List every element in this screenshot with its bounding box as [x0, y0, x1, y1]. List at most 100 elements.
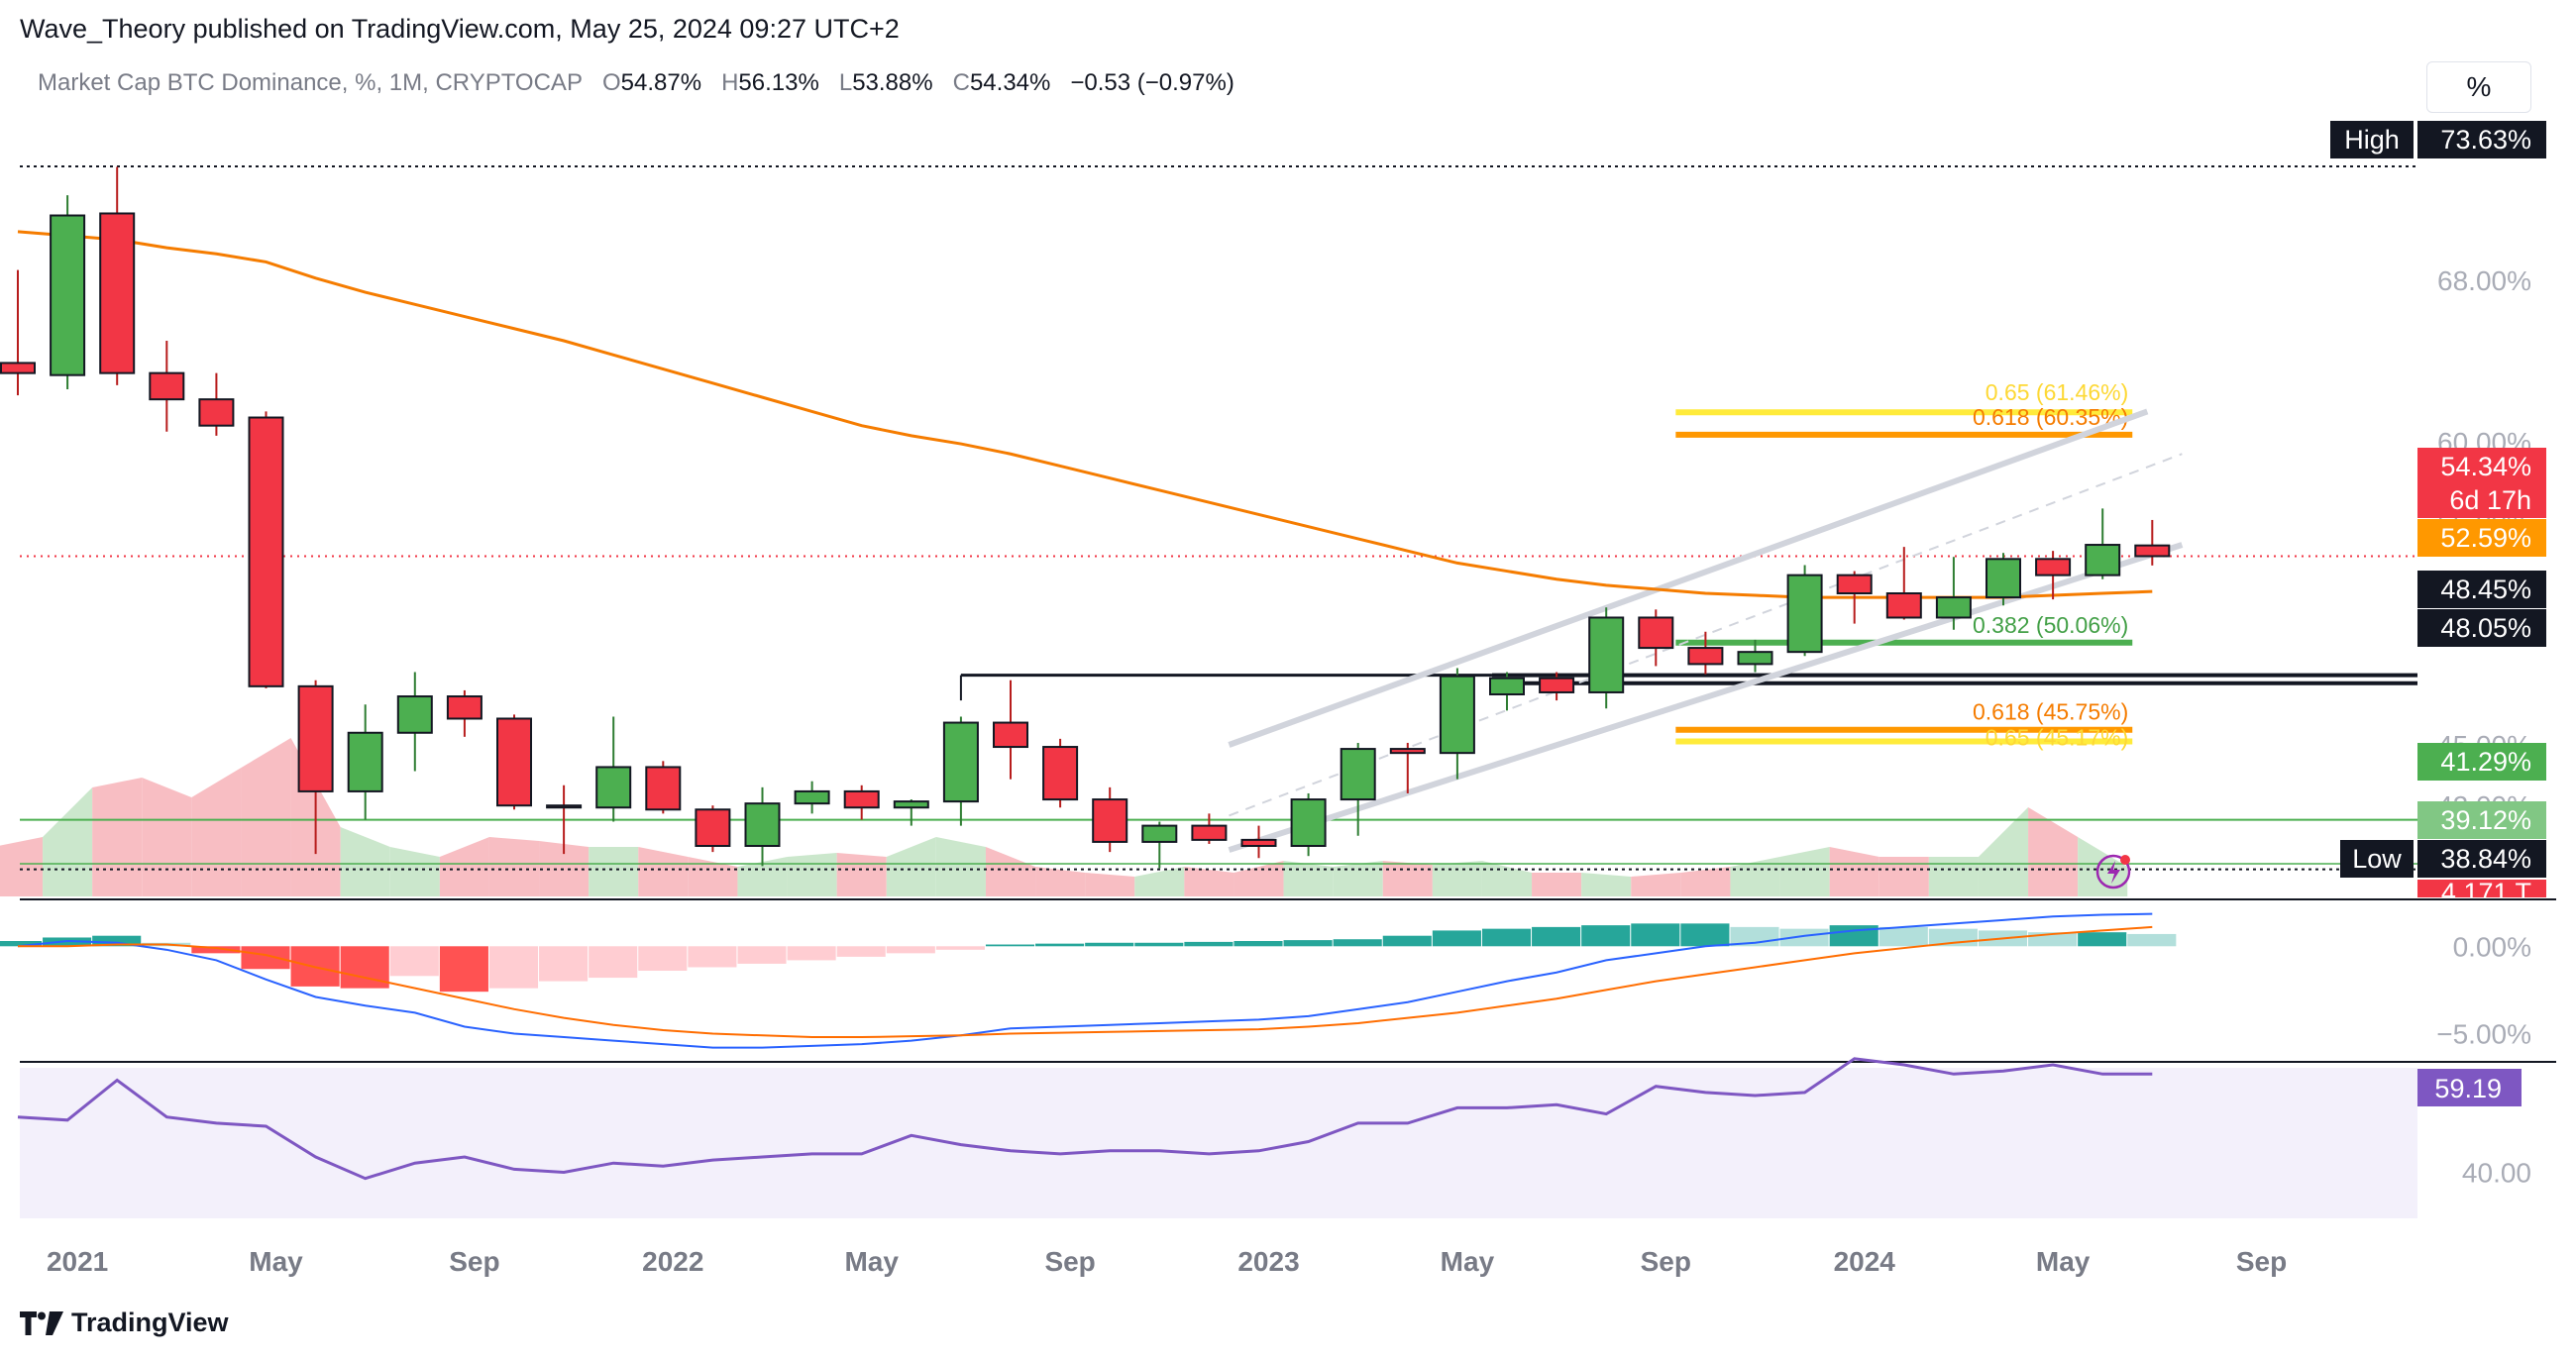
macd-histogram-bar [787, 946, 836, 961]
macd-histogram-bar [2127, 933, 2177, 947]
volume-area [688, 857, 738, 896]
macd-histogram-bar [1382, 935, 1432, 947]
volume-area [836, 853, 887, 896]
open-key: O [601, 69, 621, 96]
candle-body [695, 808, 731, 848]
candle [149, 341, 185, 432]
volume-area [488, 837, 540, 896]
volume-area [589, 847, 639, 896]
macd-histogram-bar [1581, 925, 1631, 947]
candle [1092, 786, 1128, 853]
time-axis-tick: Sep [1044, 1246, 1095, 1277]
candle-body [595, 766, 632, 809]
last-price-label-bg [2417, 448, 2546, 485]
candle-body [1539, 677, 1575, 693]
volume-area [340, 827, 390, 896]
close-value: 54.34% [969, 69, 1051, 96]
notification-dot [2120, 855, 2130, 865]
time-axis-tick: Sep [449, 1246, 499, 1277]
volume-area [1432, 861, 1482, 896]
low-price-label: 38.84% [2440, 844, 2531, 874]
macd-histogram-bar [1035, 943, 1085, 947]
low-price-label-bg [2417, 840, 2546, 878]
macd-histogram-bar [638, 946, 688, 971]
open-value: 54.87% [620, 69, 702, 96]
lightning-icon-bolt [2107, 861, 2120, 884]
ema-price-label: 52.59% [2440, 523, 2531, 553]
candle [1439, 668, 1475, 780]
volume-area [1680, 867, 1731, 896]
candle-body [1042, 746, 1079, 801]
volume-area [985, 847, 1036, 896]
candle [1687, 631, 1724, 675]
volume-area [886, 837, 936, 896]
macd-axis-tick: −5.00% [2436, 1019, 2531, 1050]
time-axis-tick: 2024 [1834, 1246, 1896, 1277]
candle-body [1588, 616, 1625, 693]
candle-body [645, 766, 682, 811]
candle [1389, 742, 1426, 793]
candle-body [843, 789, 880, 809]
rsi-value-label-bg [2417, 1069, 2522, 1106]
percent-scale-button[interactable]: % [2426, 61, 2531, 113]
high-value: 56.13% [738, 69, 819, 96]
rsi-line [17, 1057, 2153, 1181]
price-chart[interactable]: 0.65 (61.46%)0.618 (60.35%)0.382 (50.06%… [0, 0, 2576, 1288]
rsi-background-band [20, 1068, 2417, 1218]
published-header: Wave_Theory published on TradingView.com… [20, 14, 900, 44]
candle [2134, 519, 2171, 566]
resistance-price-label-bg [2417, 609, 2546, 647]
macd-histogram-bar [539, 946, 589, 982]
fib-level-label: 0.65 (61.46%) [1986, 379, 2128, 405]
macd-axis-tick: 0.00% [2453, 931, 2531, 962]
macd-histogram-bar [886, 946, 935, 954]
candle-body [942, 721, 979, 803]
macd-histogram-bar [1085, 942, 1134, 947]
macd-histogram-bar [1432, 930, 1481, 947]
time-axis-tick: May [1441, 1246, 1495, 1277]
macd-histogram-bar [0, 941, 43, 947]
volume-area [1631, 873, 1681, 896]
candle-body [1489, 677, 1525, 695]
volume-area [1532, 873, 1582, 896]
candle-body [297, 684, 334, 792]
candle-body [347, 731, 383, 792]
channel-mid-line [1229, 453, 2183, 817]
candle-body [198, 398, 235, 427]
tradingview-logo-icon [20, 1310, 63, 1335]
macd-histogram-bar [836, 946, 886, 957]
candle-body [1687, 647, 1724, 666]
candle [843, 785, 880, 820]
candle [2035, 551, 2072, 600]
rsi-value-label: 59.19 [2434, 1074, 2502, 1103]
volume-area [389, 847, 440, 896]
last-price-label: 54.34% [2440, 452, 2531, 481]
macd-histogram-bar [1283, 940, 1333, 947]
candle [1885, 547, 1922, 620]
candle [695, 805, 731, 853]
volume-area [1035, 867, 1086, 896]
candle-body [2035, 558, 2072, 576]
high-tag-bg [2330, 121, 2414, 158]
support-price-label-bg [2417, 801, 2546, 839]
macd-histogram-bar [1680, 923, 1730, 947]
macd-histogram-bar [241, 946, 290, 970]
ema-price-label-bg [2417, 519, 2546, 557]
candle [1786, 565, 1823, 657]
volume-area [191, 768, 242, 896]
macd-histogram-bar [1481, 928, 1532, 947]
macd-histogram-bar [985, 944, 1035, 947]
candle-body [744, 802, 781, 847]
candle [297, 680, 334, 855]
candle-body [1986, 558, 2021, 599]
candle-body [248, 416, 284, 687]
volume-axis-label: 4.171 T [2441, 878, 2531, 907]
candle-body [396, 695, 433, 734]
candle-body [1389, 748, 1426, 755]
low-tag: Low [2352, 844, 2402, 874]
volume-area [935, 837, 986, 896]
candle-body [1141, 824, 1178, 843]
candle [446, 689, 483, 737]
candle-body [0, 362, 36, 374]
time-axis-tick: 2022 [642, 1246, 703, 1277]
